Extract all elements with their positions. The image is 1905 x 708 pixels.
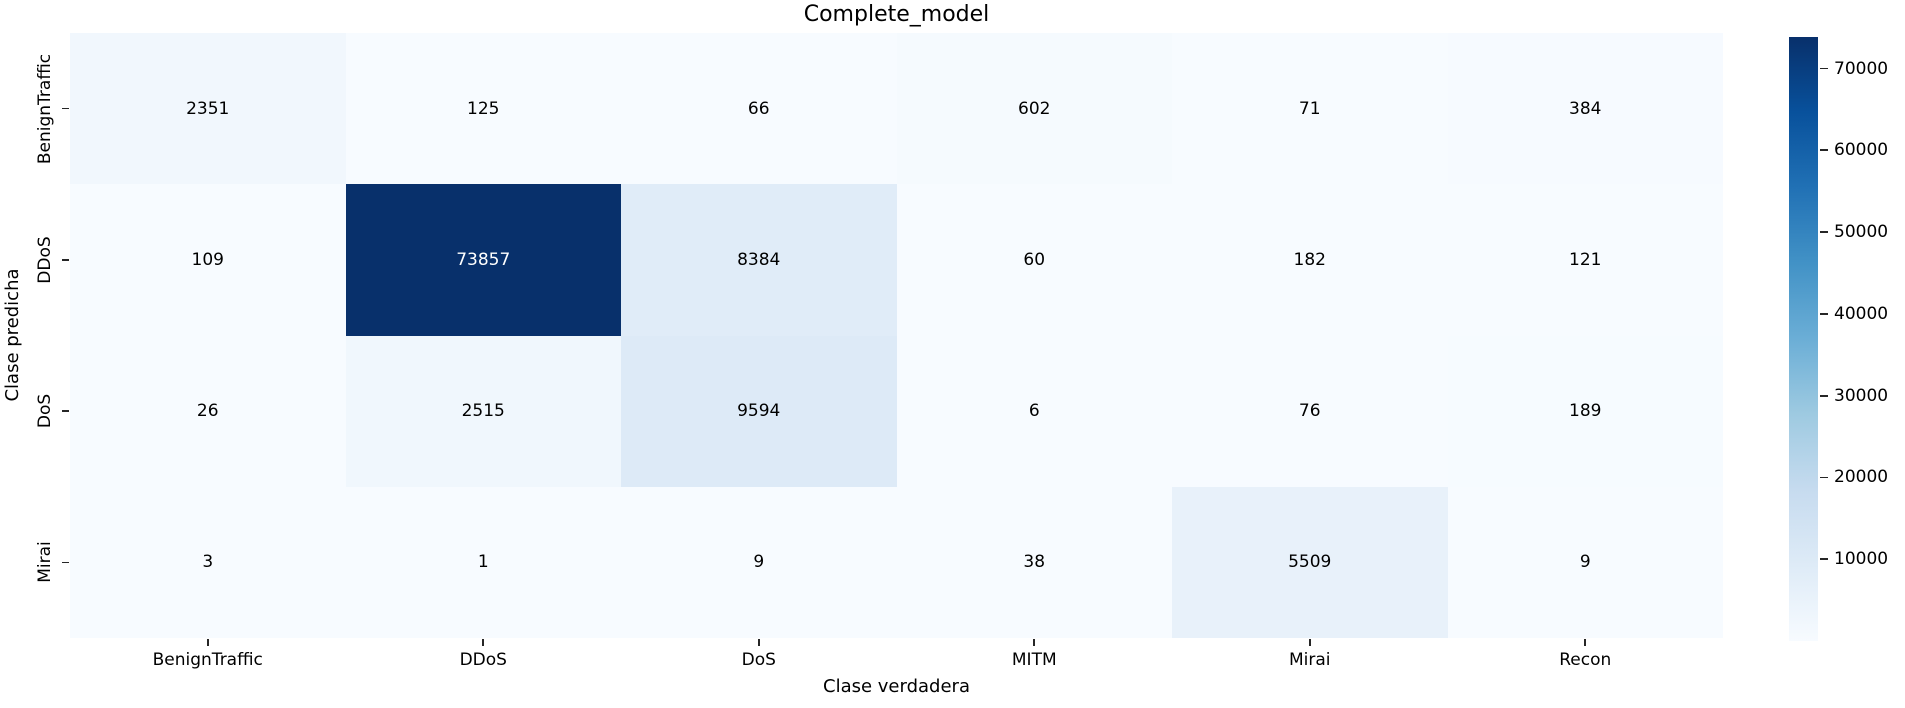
colorbar-tick-label: 30000 xyxy=(1834,385,1889,406)
x-tick-label: BenignTraffic xyxy=(152,650,263,670)
cell-value: 109 xyxy=(191,249,224,270)
cell-value: 38 xyxy=(1023,552,1046,573)
cell-value: 121 xyxy=(1569,249,1602,270)
x-tick-mark xyxy=(482,639,485,646)
y-tick-label: DoS xyxy=(35,393,55,429)
heatmap-cell: 38 xyxy=(896,486,1172,638)
heatmap-cell: 60 xyxy=(896,184,1172,336)
colorbar-tick-label: 70000 xyxy=(1834,58,1889,79)
x-tick-label: MITM xyxy=(1011,650,1057,670)
cell-value: 602 xyxy=(1018,98,1051,119)
colorbar-tick-label: 20000 xyxy=(1834,467,1889,488)
y-tick-label: DDoS xyxy=(35,236,55,284)
x-tick-label: Mirai xyxy=(1288,650,1331,670)
heatmap-cell: 76 xyxy=(1172,335,1448,487)
cell-value: 9594 xyxy=(737,401,781,422)
y-tick-mark xyxy=(62,107,69,110)
heatmap-cell: 602 xyxy=(896,33,1172,185)
colorbar xyxy=(1789,37,1818,641)
cell-value: 2515 xyxy=(461,401,505,422)
cell-value: 9 xyxy=(753,552,765,573)
heatmap-cell: 182 xyxy=(1172,184,1448,336)
cell-value: 1 xyxy=(477,552,489,573)
heatmap-cell: 9594 xyxy=(621,335,897,487)
heatmap-cell: 125 xyxy=(345,33,621,185)
cell-value: 5509 xyxy=(1288,552,1332,573)
y-axis-label: Clase predicha xyxy=(2,268,23,402)
cell-value: 73857 xyxy=(456,249,511,270)
y-tick-label: BenignTraffic xyxy=(35,53,55,164)
heatmap-cell: 73857 xyxy=(345,184,621,336)
cell-value: 3 xyxy=(202,552,214,573)
heatmap-cell: 384 xyxy=(1447,33,1723,185)
cell-value: 6 xyxy=(1028,401,1040,422)
colorbar-tick-mark xyxy=(1820,558,1828,561)
x-axis-label: Clase verdadera xyxy=(823,676,970,697)
cell-value: 60 xyxy=(1023,249,1046,270)
cell-value: 2351 xyxy=(186,98,230,119)
x-tick-mark xyxy=(1308,639,1311,646)
cell-value: 182 xyxy=(1293,249,1326,270)
chart-title: Complete_model xyxy=(803,2,990,27)
cell-value: 9 xyxy=(1579,552,1591,573)
y-tick-label: Mirai xyxy=(35,541,55,584)
colorbar-tick-mark xyxy=(1820,394,1828,397)
colorbar-tick-mark xyxy=(1820,231,1828,233)
x-tick-label: Recon xyxy=(1559,650,1612,670)
colorbar-tick-label: 10000 xyxy=(1834,549,1889,570)
cell-value: 26 xyxy=(196,401,219,422)
cell-value: 71 xyxy=(1298,98,1321,119)
heatmap-grid: 2351 125 66 602 71 384 109 73857 8384 60 182 121 26 2… xyxy=(70,33,1723,638)
heatmap-cell: 8384 xyxy=(621,184,897,336)
y-tick-mark xyxy=(62,259,69,261)
cell-value: 125 xyxy=(467,98,500,119)
heatmap-cell: 6 xyxy=(896,335,1172,487)
heatmap-cell: 121 xyxy=(1447,184,1723,336)
colorbar-tick-mark xyxy=(1820,149,1828,152)
x-tick-mark xyxy=(206,639,209,646)
x-tick-mark xyxy=(757,639,760,646)
colorbar-tick-label: 50000 xyxy=(1834,222,1889,243)
cell-value: 8384 xyxy=(737,249,781,270)
heatmap-cell: 109 xyxy=(70,184,346,336)
heatmap-cell: 66 xyxy=(621,33,897,185)
heatmap-cell: 2515 xyxy=(345,335,621,487)
heatmap-cell: 71 xyxy=(1172,33,1448,185)
colorbar-tick-mark xyxy=(1820,476,1828,479)
x-tick-label: DDoS xyxy=(459,650,507,670)
x-tick-label: DoS xyxy=(741,650,776,670)
heatmap-cell: 26 xyxy=(70,335,346,487)
colorbar-tick-label: 60000 xyxy=(1834,140,1889,161)
x-tick-mark xyxy=(1584,639,1587,646)
heatmap-cell: 189 xyxy=(1447,335,1723,487)
heatmap-cell: 9 xyxy=(621,486,897,638)
cell-value: 66 xyxy=(747,98,770,119)
heatmap-cell: 3 xyxy=(70,486,346,638)
colorbar-tick-mark xyxy=(1820,67,1828,70)
colorbar-tick-mark xyxy=(1820,312,1828,315)
y-tick-mark xyxy=(62,410,69,412)
y-tick-mark xyxy=(62,561,69,564)
colorbar-tick-label: 40000 xyxy=(1834,303,1889,324)
heatmap-cell: 5509 xyxy=(1172,486,1448,638)
heatmap-cell: 2351 xyxy=(70,33,346,185)
cell-value: 384 xyxy=(1569,98,1602,119)
cell-value: 189 xyxy=(1569,401,1602,422)
x-tick-mark xyxy=(1033,639,1036,646)
cell-value: 76 xyxy=(1298,401,1321,422)
heatmap-cell: 1 xyxy=(345,486,621,638)
heatmap-cell: 9 xyxy=(1447,486,1723,638)
